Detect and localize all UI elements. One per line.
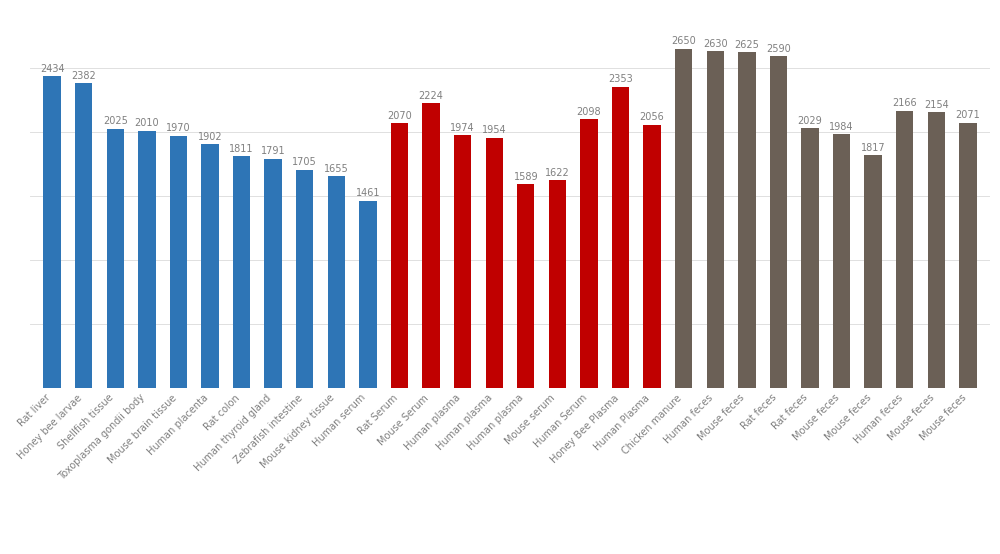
Bar xyxy=(801,128,819,388)
Text: 1811: 1811 xyxy=(229,143,254,153)
Text: 2625: 2625 xyxy=(734,39,759,49)
Text: 1984: 1984 xyxy=(829,121,854,131)
Text: 2098: 2098 xyxy=(577,107,601,117)
Bar xyxy=(959,123,977,388)
Text: 1589: 1589 xyxy=(513,172,538,182)
Bar xyxy=(138,131,156,388)
Bar xyxy=(675,49,692,388)
Bar xyxy=(170,136,187,388)
Text: 1954: 1954 xyxy=(482,125,507,135)
Text: 2224: 2224 xyxy=(419,91,443,101)
Bar xyxy=(549,180,566,388)
Text: 1655: 1655 xyxy=(324,163,349,173)
Text: 1970: 1970 xyxy=(166,124,191,134)
Text: 2353: 2353 xyxy=(608,74,633,84)
Text: 2650: 2650 xyxy=(671,37,696,47)
Bar xyxy=(864,155,882,388)
Text: 1902: 1902 xyxy=(198,132,222,142)
Text: 2010: 2010 xyxy=(135,118,159,128)
Bar xyxy=(201,145,219,388)
Bar xyxy=(233,156,250,388)
Text: 2029: 2029 xyxy=(798,116,822,126)
Bar xyxy=(928,112,945,388)
Bar xyxy=(264,158,282,388)
Text: 1791: 1791 xyxy=(261,146,285,156)
Text: 2154: 2154 xyxy=(924,100,949,110)
Bar xyxy=(75,83,92,388)
Bar xyxy=(517,184,534,388)
Text: 1461: 1461 xyxy=(356,188,380,198)
Bar xyxy=(391,123,408,388)
Bar xyxy=(359,201,377,388)
Text: 2071: 2071 xyxy=(956,110,980,120)
Bar xyxy=(707,51,724,388)
Text: 2434: 2434 xyxy=(40,64,64,74)
Text: 1622: 1622 xyxy=(545,168,570,178)
Bar xyxy=(43,76,61,388)
Text: 2382: 2382 xyxy=(71,70,96,81)
Bar xyxy=(833,134,850,388)
Bar xyxy=(454,135,471,388)
Bar xyxy=(896,111,913,388)
Text: 2630: 2630 xyxy=(703,39,728,49)
Bar xyxy=(580,119,598,388)
Bar xyxy=(643,125,661,388)
Bar xyxy=(296,170,313,388)
Bar xyxy=(486,138,503,388)
Text: 2025: 2025 xyxy=(103,116,128,126)
Bar xyxy=(770,57,787,388)
Bar xyxy=(738,52,756,388)
Bar xyxy=(107,129,124,388)
Text: 1705: 1705 xyxy=(292,157,317,167)
Bar xyxy=(612,86,629,388)
Bar xyxy=(328,176,345,388)
Text: 2590: 2590 xyxy=(766,44,791,54)
Text: 2056: 2056 xyxy=(640,112,664,122)
Text: 1817: 1817 xyxy=(861,143,885,153)
Text: 2070: 2070 xyxy=(387,111,412,121)
Bar xyxy=(422,103,440,388)
Text: 2166: 2166 xyxy=(892,98,917,108)
Text: 1974: 1974 xyxy=(450,123,475,133)
